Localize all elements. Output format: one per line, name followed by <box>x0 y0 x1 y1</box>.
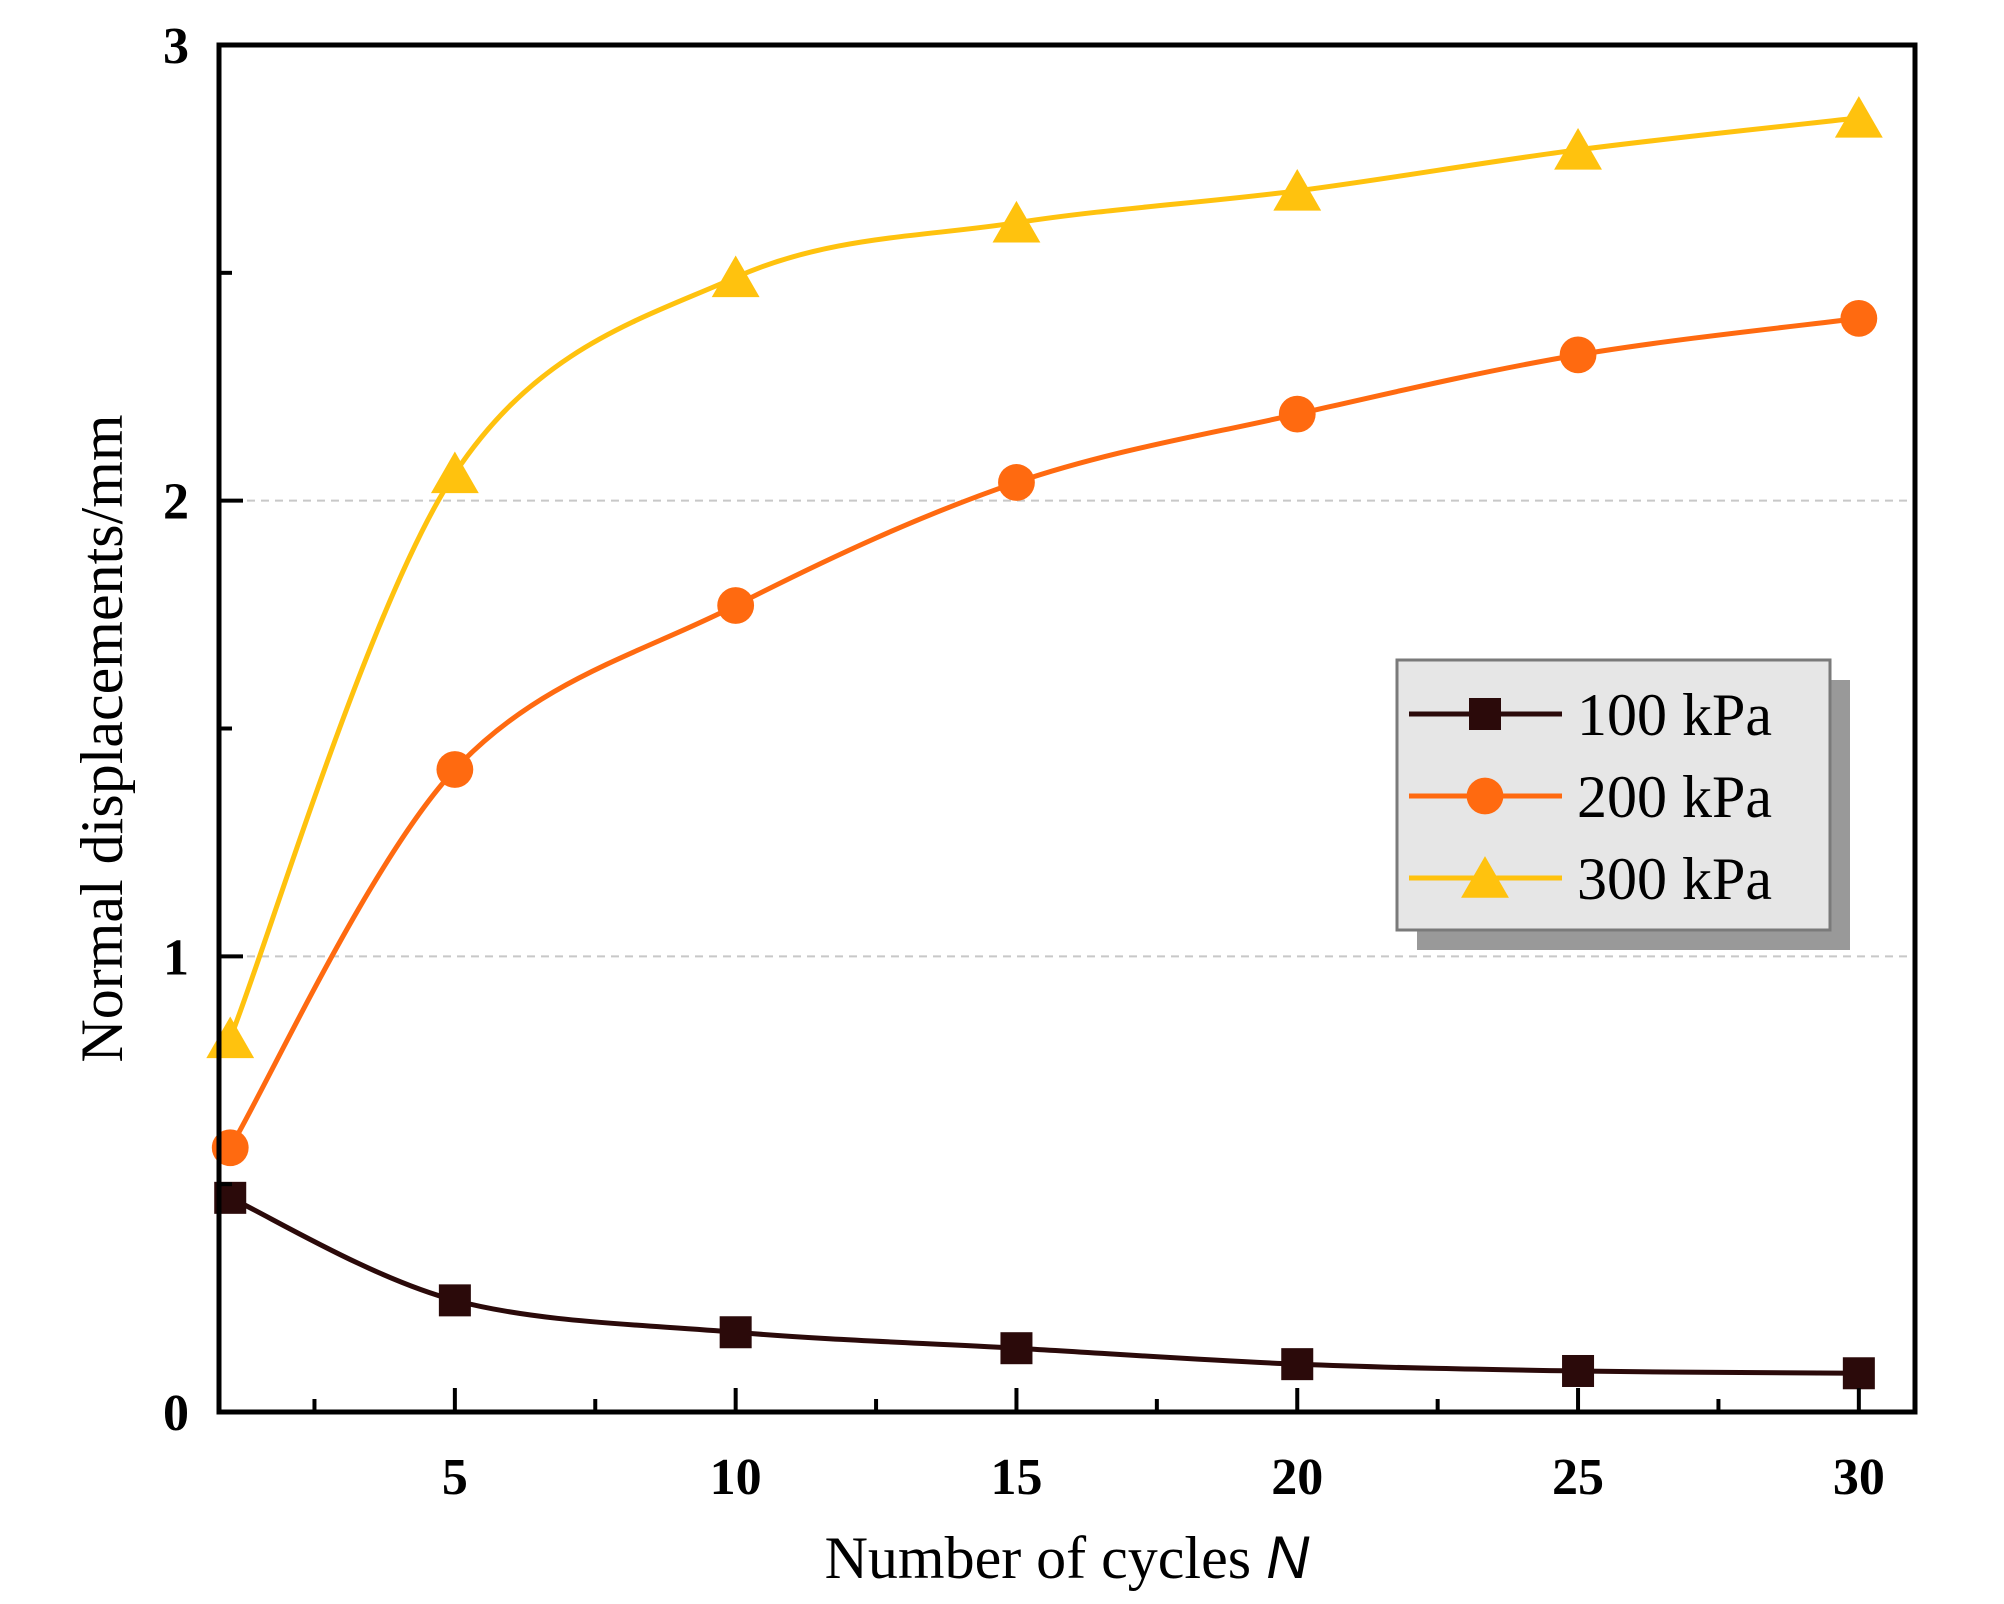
data-point-200-kpa-x30 <box>1840 300 1878 337</box>
legend-marker-2 <box>1461 856 1509 898</box>
data-point-100-kpa-x5 <box>438 1284 471 1317</box>
data-point-100-kpa-x25 <box>1562 1354 1595 1387</box>
axis-ticks <box>219 43 1861 1414</box>
x-axis-title: Number of cycles N <box>825 1524 1311 1591</box>
y-tick-label-0: 0 <box>163 1385 189 1442</box>
data-point-100-kpa-x15 <box>1000 1332 1033 1365</box>
gridlines <box>219 499 1915 958</box>
legend-label-1: 200 kPa <box>1577 764 1772 830</box>
legend-marker-0 <box>1469 698 1501 730</box>
legend-marker-1 <box>1466 777 1504 815</box>
x-tick-label-10: 10 <box>710 1449 762 1506</box>
data-point-200-kpa-x20 <box>1278 395 1316 433</box>
data-point-200-kpa-x25 <box>1559 336 1597 374</box>
data-point-100-kpa-x30 <box>1842 1357 1875 1390</box>
data-point-100-kpa-x20 <box>1281 1348 1314 1381</box>
data-point-200-kpa-x5 <box>436 751 474 788</box>
series-100-kpa <box>214 1181 1875 1390</box>
x-tick-label-20: 20 <box>1271 1449 1323 1506</box>
data-point-200-kpa-x15 <box>998 464 1035 501</box>
x-tick-label-30: 30 <box>1833 1449 1885 1506</box>
series-line-2 <box>227 115 1860 1040</box>
series-200-kpa <box>211 300 1878 1167</box>
legend: 100 kPa 200 kPa 300 kPa <box>1395 658 1850 950</box>
x-tick-label-25: 25 <box>1552 1449 1604 1506</box>
data-point-300-kpa-x20 <box>1273 168 1322 211</box>
tick-labels: 5 10 15 20 25 30 0 1 2 3 <box>163 18 1885 1506</box>
x-tick-label-15: 15 <box>990 1449 1042 1506</box>
x-axis-title-text: Number of cycles <box>825 1525 1267 1591</box>
data-point-100-kpa-x10 <box>719 1316 752 1349</box>
series-300-kpa <box>206 96 1883 1059</box>
data-point-300-kpa-x5 <box>430 451 479 494</box>
data-point-200-kpa-x10 <box>717 587 755 624</box>
y-tick-label-3: 3 <box>163 18 189 75</box>
series-line-0 <box>229 1195 1859 1376</box>
data-point-300-kpa-x30 <box>1834 96 1883 138</box>
x-axis-variable: N <box>1266 1524 1310 1591</box>
series-layer <box>206 96 1883 1390</box>
x-tick-label-5: 5 <box>442 1449 468 1506</box>
data-point-300-kpa-x15 <box>992 200 1041 243</box>
y-axis-title: Normal displacements/mm <box>69 414 135 1062</box>
legend-label-2: 300 kPa <box>1577 846 1772 912</box>
y-tick-label-2: 2 <box>163 474 189 531</box>
data-point-300-kpa-x1 <box>206 1016 255 1059</box>
legend-label-0: 100 kPa <box>1577 682 1772 748</box>
data-point-300-kpa-x25 <box>1554 127 1602 170</box>
y-tick-label-1: 1 <box>163 929 189 986</box>
data-point-300-kpa-x10 <box>711 255 760 298</box>
